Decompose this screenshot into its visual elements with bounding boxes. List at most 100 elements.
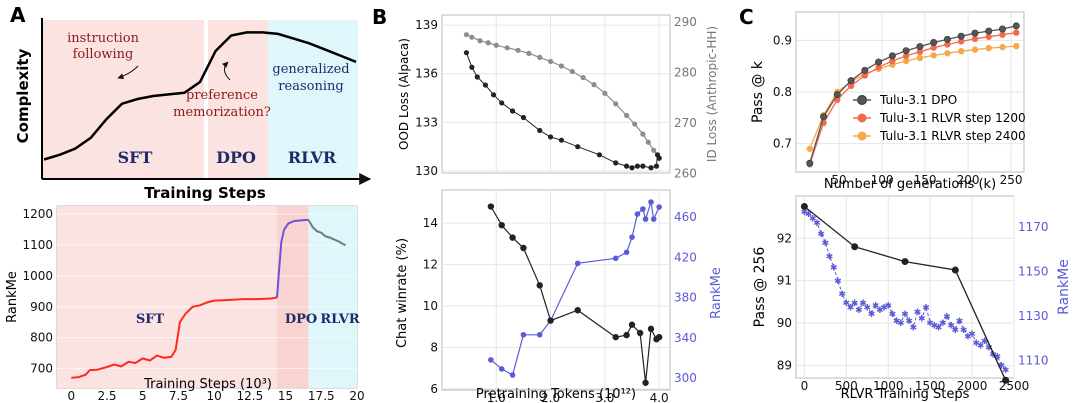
c-bottom-rankme-point: ✱: [897, 319, 905, 329]
b-bottom-winrate-point: [574, 307, 581, 314]
b-bottom-xtick-1: 2.0: [541, 391, 560, 403]
annot-generalized-1: generalized: [272, 62, 349, 77]
c-top-point-dpo: [1012, 22, 1020, 30]
c-top-point-dpo: [861, 66, 869, 74]
a-bottom-xtick-6: 15: [278, 389, 293, 403]
b-top-id-loss-point: [558, 63, 565, 69]
legend-label-dpo: Tulu-3.1 DPO: [879, 93, 957, 107]
legend-label-rlvr2400: Tulu-3.1 RLVR step 2400: [879, 129, 1026, 143]
b-top-id-loss-point: [580, 74, 586, 81]
c-bottom-rankme-point: ✱: [893, 317, 901, 327]
panel-b-bottom: 6 8 10 12 14 300 340 380 420 460 1.0 2.0 3.0 4.0 Chat…: [395, 189, 724, 403]
b-bottom-winrate-point: [547, 317, 554, 324]
c-top-point-rlvr1200: [861, 72, 869, 79]
c-top-point-rlvr1200: [1013, 29, 1020, 36]
c-bottom-rankme-point: ✱: [889, 310, 897, 320]
c-top-point-rlvr1200: [971, 35, 979, 43]
c-top-point-rlvr1200: [944, 41, 951, 48]
b-top-ood-loss-point: [499, 100, 505, 106]
b-bottom-ytick-1: 8: [430, 341, 438, 355]
b-top-id-loss-point: [623, 112, 630, 119]
b-bottom-rankme-point: [656, 204, 662, 210]
b-top-ytick-0: 130: [415, 164, 438, 178]
b-bottom-ytick-0: 6: [430, 382, 438, 396]
c-bottom-rankme-point: ✱: [855, 306, 863, 316]
b-bottom-winrate-point: [536, 282, 543, 289]
b-bottom-xlabel: Pretraining Tokens (10¹²): [476, 387, 636, 402]
rlvr-region: [268, 20, 358, 178]
c-bottom-xlabel: RLVR Training Steps: [841, 387, 970, 402]
c-top-point-rlvr2400: [1013, 42, 1020, 50]
c-bottom-rankme-point: ✱: [851, 299, 859, 309]
b-bottom-frame: [441, 189, 671, 391]
c-bottom-rankme-point: ✱: [826, 252, 834, 262]
a-bottom-xtick-1: 2.5: [97, 389, 116, 403]
annot-preference-2: memorization?: [173, 105, 271, 120]
c-bottom-rankme-point: ✱: [939, 319, 947, 329]
b-bottom-ylabel-right: RankMe: [709, 267, 724, 319]
c-bottom-rankme-point: ✱: [960, 326, 968, 336]
b-bottom-rankme-point: [520, 331, 527, 338]
c-bottom-rankme-point: ✱: [834, 277, 842, 287]
c-bottom-ylabel: Pass @ 256: [752, 247, 768, 328]
c-top-point-rlvr2400: [806, 145, 813, 152]
b-top-ytick-2: 136: [415, 67, 438, 81]
a-bottom-xtick-3: 7.5: [169, 389, 188, 403]
b-top-ood-loss-point: [537, 127, 543, 134]
b-bottom-winrate-point: [498, 221, 505, 229]
panel-letter-a: A: [10, 3, 26, 27]
b-top-ood-loss-point: [623, 163, 630, 169]
c-bottom-rankme-point: ✱: [964, 332, 972, 342]
a-bottom-xtick-8: 20: [349, 389, 364, 403]
b-top-ood-loss-point: [547, 134, 554, 140]
b-bottom-ytick-3: 12: [423, 258, 438, 272]
b-top-ood-loss-point: [509, 108, 516, 114]
b-bottom-ytick-right-2: 380: [674, 291, 697, 305]
b-top-frame: [441, 14, 671, 174]
c-bottom-rankme-point: ✱: [801, 208, 809, 218]
b-top-marks: 130 133 136 139 260 270 280 290: [415, 15, 697, 181]
b-top-ood-loss-point: [463, 50, 470, 56]
a-bottom-xtick-7: 17.5: [308, 389, 335, 403]
b-top-id-loss-point: [526, 50, 532, 56]
c-bottom-ytick-right-3: 1170: [1018, 220, 1049, 234]
c-top-xtick-4: 250: [1000, 173, 1023, 187]
c-top-xtick-3: 200: [957, 173, 980, 187]
b-top-ood-loss-point: [629, 165, 635, 171]
c-top-point-rlvr2400: [916, 54, 924, 62]
a-bottom-xtick-0: 0: [67, 389, 75, 403]
b-bottom-ylabel: Chat winrate (%): [395, 238, 410, 348]
c-top-point-rlvr2400: [985, 44, 992, 52]
b-top-ood-loss-point: [482, 82, 489, 88]
c-top-point-rlvr2400: [999, 43, 1006, 51]
b-top-id-loss-line: [466, 34, 660, 159]
c-top-point-dpo: [957, 32, 965, 40]
b-bottom-winrate-point: [655, 333, 663, 341]
c-bottom-pass-line: [803, 205, 1007, 381]
b-bottom-winrate-point: [647, 325, 655, 333]
a-bottom-label-dpo: DPO: [285, 312, 317, 327]
b-bottom-rankme-point: [640, 206, 646, 212]
c-bottom-xtick-3: 1500: [915, 379, 946, 393]
c-bottom-pass-point: [951, 266, 959, 274]
b-top-ood-loss-point: [596, 152, 603, 158]
a-top-xlabel: Training Steps: [144, 184, 266, 202]
c-top-line-dpo: [809, 25, 1017, 164]
b-top-id-loss-point: [651, 147, 657, 153]
c-top-point-dpo: [985, 27, 993, 35]
b-bottom-ytick-2: 10: [423, 299, 438, 313]
a-bottom-ytick-0: 700: [30, 362, 53, 376]
c-bottom-rankme-point: ✱: [809, 215, 817, 225]
b-top-ytick-right-3: 290: [674, 15, 697, 29]
c-bottom-rankme-point: ✱: [968, 330, 976, 340]
b-bottom-ytick-right-3: 420: [674, 250, 697, 264]
c-bottom-xtick-0: 0: [801, 379, 809, 393]
b-bottom-winrate-point: [642, 379, 649, 386]
annot-preference-1: preference: [186, 88, 258, 103]
b-top-ytick-right-2: 280: [674, 66, 697, 80]
b-top-ood-loss-point: [474, 74, 480, 80]
c-bottom-rankme-point: ✱: [901, 310, 909, 320]
c-bottom-rankme-point: ✱: [926, 319, 934, 329]
c-top-xtick-0: 50: [831, 173, 846, 187]
